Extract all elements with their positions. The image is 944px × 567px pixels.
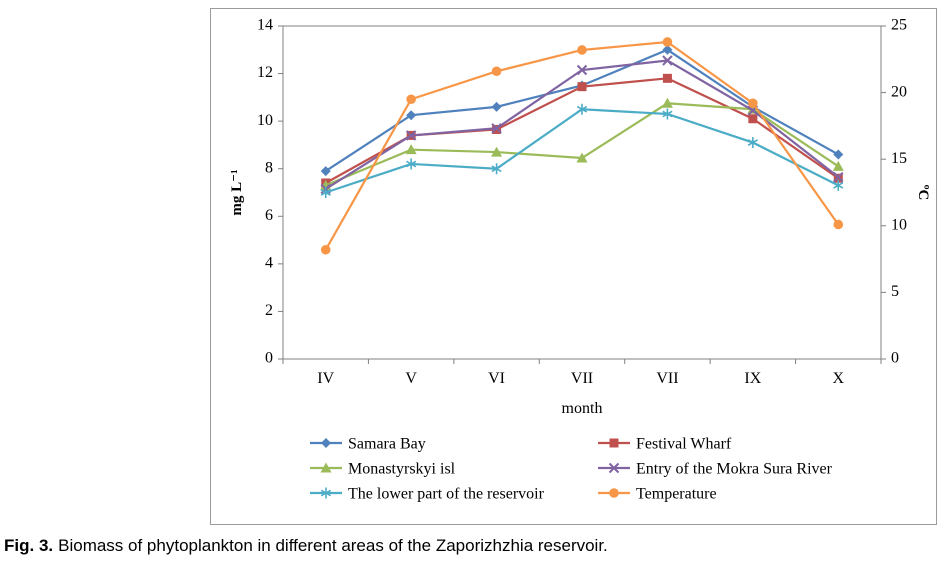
series-festival-wharf [321, 73, 843, 188]
left-axis-tick-label: 12 [257, 64, 273, 81]
caption-label: Fig. 3. [4, 536, 54, 555]
legend-item: Samara Bay [310, 436, 426, 453]
legend-label: Festival Wharf [636, 436, 732, 453]
legend-item: Entry of the Mokra Sura River [598, 461, 833, 478]
left-axis-tick-label: 2 [265, 302, 273, 319]
right-axis-tick-label: 10 [891, 216, 907, 233]
x-axis-tick-label: VII [656, 370, 678, 387]
caption-text: Biomass of phytoplankton in different ar… [58, 536, 608, 555]
series-temperature [320, 37, 844, 255]
x-axis-tick-label: V [405, 370, 417, 387]
legend-item: Temperature [598, 486, 717, 503]
right-axis-tick-label: 15 [891, 150, 907, 167]
legend-label: Entry of the Mokra Sura River [636, 461, 833, 478]
legend-label: Monastyrskyi isl [348, 461, 456, 478]
plot-area [282, 25, 882, 360]
legend-item: The lower part of the reservoir [310, 486, 545, 503]
series-the-lower-part-of-the-reservoir [320, 103, 844, 198]
right-axis-title: ºC [915, 185, 931, 201]
left-axis-tick-label: 10 [257, 112, 273, 129]
series-entry-of-the-mokra-sura-river [320, 55, 844, 195]
left-axis-title: mg L⁻¹ [229, 169, 245, 215]
left-axis-tick-label: 8 [265, 159, 273, 176]
figure-caption: Fig. 3. Biomass of phytoplankton in diffe… [4, 536, 608, 556]
x-axis-title: month [562, 400, 603, 417]
left-axis-tick-label: 0 [265, 350, 273, 367]
right-axis-tick-label: 0 [891, 350, 899, 367]
x-axis-tick-label: IV [317, 370, 334, 387]
right-axis-tick-label: 20 [891, 83, 907, 100]
legend-item: Festival Wharf [598, 436, 732, 453]
left-axis-tick-label: 4 [265, 255, 273, 272]
phytoplankton-chart: 0 2 4 6 8 10 12 14 0 5 10 15 20 25 IV V VI VII VII IX Xmg L⁻… [229, 17, 931, 503]
left-axis-tick-label: 14 [257, 17, 273, 34]
legend-label: Temperature [636, 486, 717, 503]
right-axis-tick-label: 5 [891, 283, 899, 300]
x-axis-tick-label: X [833, 370, 845, 387]
legend-label: Samara Bay [348, 436, 426, 453]
x-axis-tick-label: VII [571, 370, 593, 387]
legend: Samara Bay Festival Wharf Monastyrskyi isl… [310, 436, 833, 503]
x-axis-tick-label: VI [488, 370, 505, 387]
x-axis-tick-label: IX [744, 370, 761, 387]
legend-label: The lower part of the reservoir [348, 486, 545, 503]
right-axis-tick-label: 25 [891, 17, 907, 34]
legend-item: Monastyrskyi isl [310, 461, 456, 478]
left-axis-tick-label: 6 [265, 207, 273, 224]
